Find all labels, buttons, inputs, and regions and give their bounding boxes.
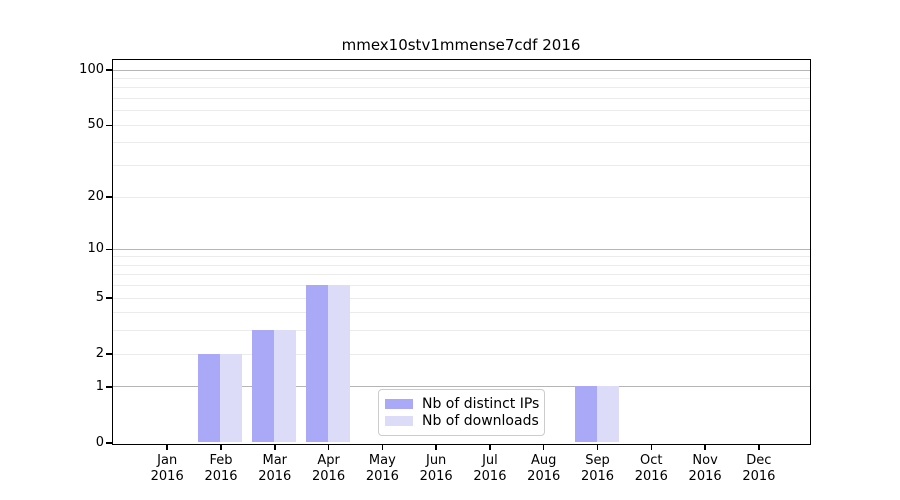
y-tick-mark xyxy=(106,248,112,250)
y-gridline-minor xyxy=(113,196,810,198)
y-gridline-minor xyxy=(113,274,810,276)
bar-nb-of-downloads-sep xyxy=(597,386,620,443)
downloads-swatch-icon xyxy=(385,416,413,426)
legend-item-distinct-ips: Nb of distinct IPs xyxy=(385,396,539,412)
y-tick-mark xyxy=(106,353,112,355)
y-tick-mark xyxy=(106,297,112,299)
x-tick-label-apr: Apr 2016 xyxy=(312,453,346,484)
legend-label: Nb of downloads xyxy=(422,413,539,429)
bar-nb-of-distinct-ips-mar xyxy=(252,330,275,443)
y-gridline-minor xyxy=(113,256,810,258)
y-tick-mark xyxy=(106,442,112,444)
y-tick-label: 50 xyxy=(87,117,104,133)
y-tick-mark xyxy=(106,386,112,388)
y-gridline-minor xyxy=(113,353,810,355)
y-gridline-minor xyxy=(113,165,810,167)
x-tick-mark xyxy=(542,444,545,450)
x-tick-mark xyxy=(435,444,437,450)
x-tick-mark xyxy=(327,444,330,450)
y-gridline-minor xyxy=(113,330,810,332)
y-gridline-minor xyxy=(113,124,810,126)
x-tick-label-oct: Oct 2016 xyxy=(634,453,668,484)
bar-nb-of-distinct-ips-sep xyxy=(575,386,598,443)
bar-nb-of-downloads-mar xyxy=(274,330,297,443)
y-tick-label: 0 xyxy=(95,435,104,450)
y-gridline-major xyxy=(113,386,810,388)
y-tick-label: 2 xyxy=(95,346,104,362)
y-gridline-minor xyxy=(113,87,810,89)
y-gridline-minor xyxy=(113,297,810,299)
x-tick-mark xyxy=(596,444,599,450)
y-tick-mark xyxy=(106,124,112,127)
x-tick-mark xyxy=(220,444,222,450)
y-gridline-minor xyxy=(113,98,810,100)
plot-area xyxy=(112,59,811,445)
y-gridline-minor xyxy=(113,78,810,80)
y-gridline-minor xyxy=(113,285,810,287)
y-tick-label: 20 xyxy=(87,189,104,204)
y-tick-label: 10 xyxy=(87,241,104,257)
x-tick-label-sep: Sep 2016 xyxy=(580,453,615,484)
x-tick-label-mar: Mar 2016 xyxy=(258,453,292,484)
x-tick-label-aug: Aug 2016 xyxy=(527,453,561,484)
x-tick-label-may: May 2016 xyxy=(365,453,399,484)
legend-item-downloads: Nb of downloads xyxy=(385,413,539,429)
x-tick-label-jun: Jun 2016 xyxy=(419,453,453,484)
y-tick-label: 5 xyxy=(95,290,104,306)
x-tick-label-nov: Nov 2016 xyxy=(688,453,722,484)
x-tick-mark xyxy=(381,444,384,450)
y-tick-mark xyxy=(106,69,112,71)
bar-nb-of-distinct-ips-apr xyxy=(306,285,329,443)
x-tick-label-jul: Jul 2016 xyxy=(473,453,507,484)
distinct-ips-swatch-icon xyxy=(385,399,413,409)
bar-nb-of-downloads-apr xyxy=(328,285,351,443)
y-gridline-major xyxy=(113,248,810,250)
y-tick-label: 100 xyxy=(79,62,104,78)
x-tick-label-feb: Feb 2016 xyxy=(204,453,238,484)
x-tick-label-jan: Jan 2016 xyxy=(150,453,184,484)
x-tick-mark xyxy=(489,444,491,450)
y-gridline-minor xyxy=(113,264,810,266)
y-gridline-minor xyxy=(113,142,810,144)
x-tick-mark xyxy=(274,444,276,450)
y-tick-mark xyxy=(106,196,112,198)
x-tick-mark xyxy=(650,444,653,450)
y-gridline-minor xyxy=(113,312,810,314)
legend: Nb of distinct IPs Nb of downloads xyxy=(378,389,545,436)
y-gridline-minor xyxy=(113,110,810,112)
bar-nb-of-distinct-ips-feb xyxy=(198,353,221,443)
x-tick-mark xyxy=(758,444,760,450)
legend-label: Nb of distinct IPs xyxy=(422,396,540,412)
y-tick-label: 1 xyxy=(95,378,104,394)
y-gridline-major xyxy=(113,69,810,71)
bar-nb-of-downloads-feb xyxy=(220,353,243,443)
x-tick-mark xyxy=(704,444,706,450)
x-tick-mark xyxy=(166,444,168,450)
x-tick-label-dec: Dec 2016 xyxy=(742,453,776,484)
chart-title: mmex10stv1mmense7cdf 2016 xyxy=(341,36,581,54)
